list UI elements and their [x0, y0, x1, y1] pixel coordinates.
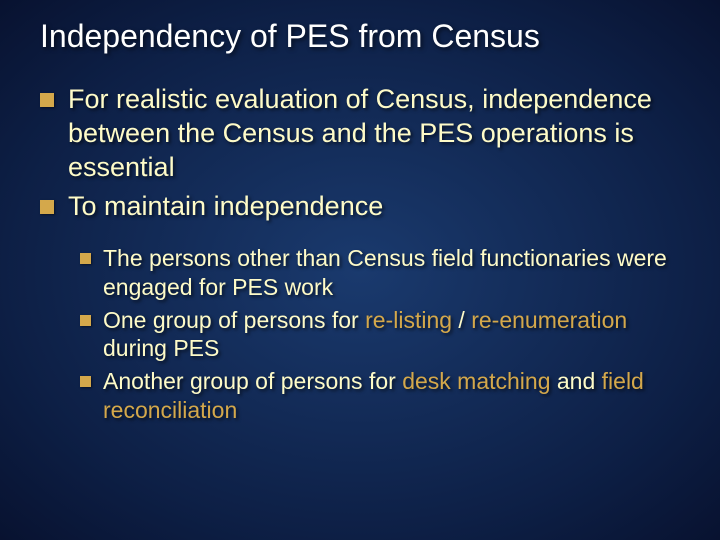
highlight-text: desk matching	[402, 368, 550, 394]
text-segment: during PES	[103, 335, 219, 361]
bullet-level2: The persons other than Census field func…	[80, 244, 690, 302]
bullet-marker-icon	[80, 376, 91, 387]
highlight-text: re-listing	[365, 307, 452, 333]
bullet-text: For realistic evaluation of Census, inde…	[68, 83, 690, 184]
text-segment: /	[452, 307, 471, 333]
text-segment: The persons other than Census field func…	[103, 245, 667, 300]
bullet-level2: Another group of persons for desk matchi…	[80, 367, 690, 425]
bullet-marker-icon	[80, 253, 91, 264]
bullet-marker-icon	[40, 93, 54, 107]
bullet-text: One group of persons for re-listing / re…	[103, 306, 690, 364]
text-segment: One group of persons for	[103, 307, 365, 333]
bullet-text: To maintain independence	[68, 190, 383, 224]
bullet-marker-icon	[40, 200, 54, 214]
bullet-text: Another group of persons for desk matchi…	[103, 367, 690, 425]
highlight-text: re-enumeration	[471, 307, 627, 333]
bullet-level1: To maintain independence	[40, 190, 690, 224]
slide: Independency of PES from Census For real…	[0, 0, 720, 540]
slide-title: Independency of PES from Census	[40, 18, 690, 55]
spacer	[50, 230, 690, 244]
bullet-level1: For realistic evaluation of Census, inde…	[40, 83, 690, 184]
text-segment: and	[551, 368, 602, 394]
text-segment: Another group of persons for	[103, 368, 402, 394]
bullet-level2: One group of persons for re-listing / re…	[80, 306, 690, 364]
bullet-text: The persons other than Census field func…	[103, 244, 690, 302]
bullet-marker-icon	[80, 315, 91, 326]
